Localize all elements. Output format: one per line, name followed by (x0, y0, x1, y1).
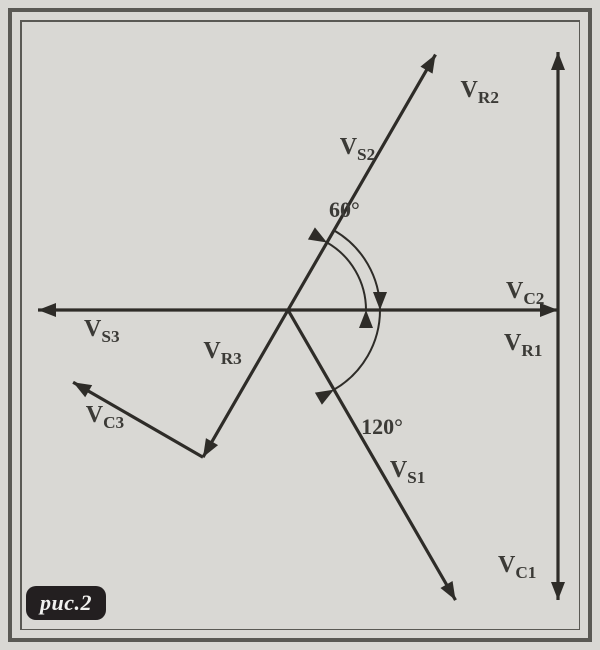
label-sub: C2 (523, 289, 544, 308)
label-vs2: VS2 (340, 134, 376, 165)
label-sub: S2 (357, 145, 375, 164)
label-sub: C1 (515, 563, 536, 582)
angle-label-120: 120° (361, 414, 403, 440)
label-sub: S1 (407, 467, 425, 486)
label-vs3: VS3 (84, 316, 120, 347)
label-vc3: VC3 (86, 402, 124, 433)
figure-caption: рис.2 (26, 586, 106, 620)
label-main: V (84, 316, 101, 342)
label-main: V (498, 552, 515, 578)
vector-vs1 (288, 310, 456, 600)
label-sub: R3 (221, 349, 242, 368)
label-vs1: VS1 (390, 457, 426, 488)
label-sub: C3 (103, 413, 124, 432)
label-vc1: VC1 (498, 552, 536, 583)
angle-label-60: 60° (329, 197, 360, 223)
label-vr1: VR1 (504, 330, 542, 361)
vector-vs2 (288, 55, 436, 310)
label-sub: R1 (521, 341, 542, 360)
label-sub: S3 (101, 327, 119, 346)
label-vr3: VR3 (203, 338, 241, 369)
label-main: V (340, 134, 357, 160)
label-vr2: VR2 (461, 77, 499, 108)
label-main: V (504, 330, 521, 356)
label-vc2: VC2 (506, 278, 544, 309)
label-main: V (461, 77, 478, 103)
label-main: V (203, 338, 220, 364)
label-sub: R2 (478, 88, 499, 107)
label-main: V (390, 457, 407, 483)
label-main: V (506, 278, 523, 304)
vector-vr3 (203, 310, 288, 457)
label-main: V (86, 402, 103, 428)
